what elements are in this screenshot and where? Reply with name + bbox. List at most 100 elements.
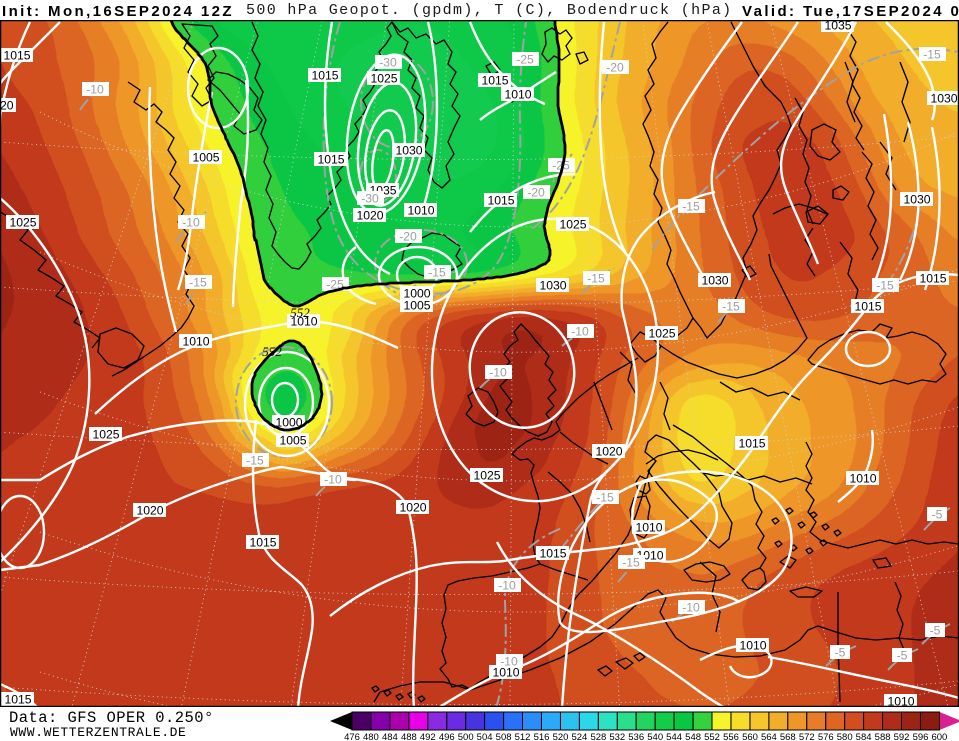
- svg-text:552: 552: [704, 732, 720, 741]
- svg-text:-15: -15: [622, 556, 640, 570]
- svg-text:600: 600: [931, 732, 947, 741]
- svg-text:1005: 1005: [403, 299, 430, 313]
- svg-text:-15: -15: [682, 200, 700, 214]
- svg-text:-10: -10: [498, 579, 516, 593]
- svg-text:1010: 1010: [635, 521, 662, 535]
- svg-text:576: 576: [818, 732, 834, 741]
- svg-text:1025: 1025: [370, 72, 397, 86]
- svg-text:1025: 1025: [9, 216, 36, 230]
- svg-text:572: 572: [799, 732, 815, 741]
- svg-text:540: 540: [647, 732, 663, 741]
- svg-text:-5: -5: [932, 508, 943, 522]
- svg-text:548: 548: [685, 732, 701, 741]
- svg-text:1015: 1015: [919, 272, 946, 286]
- svg-text:1030: 1030: [903, 193, 930, 207]
- svg-text:1015: 1015: [539, 547, 566, 561]
- svg-text:484: 484: [382, 732, 398, 741]
- svg-text:1000: 1000: [275, 416, 302, 430]
- svg-text:516: 516: [534, 732, 550, 741]
- svg-text:1015: 1015: [4, 693, 31, 707]
- svg-text:1035: 1035: [824, 20, 851, 33]
- svg-text:-10: -10: [500, 655, 518, 669]
- svg-text:-15: -15: [189, 276, 207, 290]
- svg-text:-30: -30: [361, 192, 379, 206]
- svg-text:-10: -10: [682, 601, 700, 615]
- svg-text:-25: -25: [552, 159, 570, 173]
- svg-text:-15: -15: [587, 272, 605, 286]
- svg-text:1025: 1025: [473, 469, 500, 483]
- svg-text:500: 500: [458, 732, 474, 741]
- svg-text:1020: 1020: [399, 501, 426, 515]
- svg-text:1010: 1010: [739, 639, 766, 653]
- svg-text:1020: 1020: [595, 445, 622, 459]
- svg-text:528: 528: [590, 732, 606, 741]
- svg-text:552: 552: [290, 305, 310, 320]
- svg-text:588: 588: [875, 732, 891, 741]
- svg-text:556: 556: [723, 732, 739, 741]
- svg-text:1030: 1030: [539, 279, 566, 293]
- svg-text:1005: 1005: [279, 434, 306, 448]
- svg-text:-10: -10: [86, 83, 104, 97]
- svg-text:512: 512: [515, 732, 531, 741]
- svg-text:1030: 1030: [395, 144, 422, 158]
- svg-text:584: 584: [856, 732, 872, 741]
- svg-text:1020: 1020: [136, 504, 163, 518]
- svg-text:580: 580: [837, 732, 853, 741]
- svg-text:1025: 1025: [92, 428, 119, 442]
- svg-text:1025: 1025: [648, 327, 675, 341]
- svg-text:492: 492: [420, 732, 436, 741]
- svg-text:1015: 1015: [481, 74, 508, 88]
- svg-text:1015: 1015: [487, 194, 514, 208]
- svg-text:476: 476: [344, 732, 360, 741]
- svg-text:560: 560: [742, 732, 758, 741]
- svg-text:496: 496: [439, 732, 455, 741]
- svg-text:-10: -10: [489, 366, 507, 380]
- svg-text:-15: -15: [722, 300, 740, 314]
- svg-text:1015: 1015: [738, 437, 765, 451]
- svg-text:1010: 1010: [504, 88, 531, 102]
- svg-text:568: 568: [780, 732, 796, 741]
- svg-text:1015: 1015: [854, 300, 881, 314]
- svg-text:-25: -25: [326, 278, 344, 292]
- svg-text:1010: 1010: [887, 695, 914, 708]
- svg-text:-15: -15: [876, 279, 894, 293]
- svg-text:544: 544: [666, 732, 682, 741]
- svg-text:524: 524: [571, 732, 587, 741]
- svg-text:-10: -10: [182, 216, 200, 230]
- svg-text:1015: 1015: [3, 49, 30, 63]
- svg-text:-10: -10: [571, 325, 589, 339]
- svg-text:520: 520: [553, 732, 569, 741]
- svg-text:1015: 1015: [317, 153, 344, 167]
- svg-text:-15: -15: [246, 454, 264, 468]
- svg-text:1010: 1010: [407, 204, 434, 218]
- svg-text:504: 504: [477, 732, 493, 741]
- svg-text:-5: -5: [897, 649, 908, 663]
- svg-text:-15: -15: [596, 491, 614, 505]
- svg-text:1030: 1030: [701, 274, 728, 288]
- svg-text:1010: 1010: [849, 472, 876, 486]
- svg-text:-20: -20: [606, 61, 624, 75]
- svg-text:1020: 1020: [356, 209, 383, 223]
- svg-text:532: 532: [609, 732, 625, 741]
- svg-text:-15: -15: [428, 266, 446, 280]
- svg-text:1025: 1025: [559, 218, 586, 232]
- svg-text:-30: -30: [379, 56, 397, 70]
- svg-text:1015: 1015: [249, 536, 276, 550]
- svg-text:536: 536: [628, 732, 644, 741]
- svg-text:1000: 1000: [403, 287, 430, 301]
- svg-text:596: 596: [913, 732, 929, 741]
- svg-text:-20: -20: [399, 230, 417, 244]
- svg-text:508: 508: [496, 732, 512, 741]
- svg-text:-5: -5: [835, 646, 846, 660]
- svg-text:-25: -25: [516, 53, 534, 67]
- svg-text:1020: 1020: [0, 99, 14, 113]
- svg-text:-15: -15: [923, 48, 941, 62]
- svg-text:488: 488: [401, 732, 417, 741]
- svg-text:1030: 1030: [930, 92, 957, 106]
- svg-text:480: 480: [363, 732, 379, 741]
- svg-text:-10: -10: [324, 473, 342, 487]
- svg-text:-20: -20: [527, 186, 545, 200]
- svg-text:1015: 1015: [311, 69, 338, 83]
- svg-text:1010: 1010: [290, 315, 317, 329]
- svg-text:564: 564: [761, 732, 777, 741]
